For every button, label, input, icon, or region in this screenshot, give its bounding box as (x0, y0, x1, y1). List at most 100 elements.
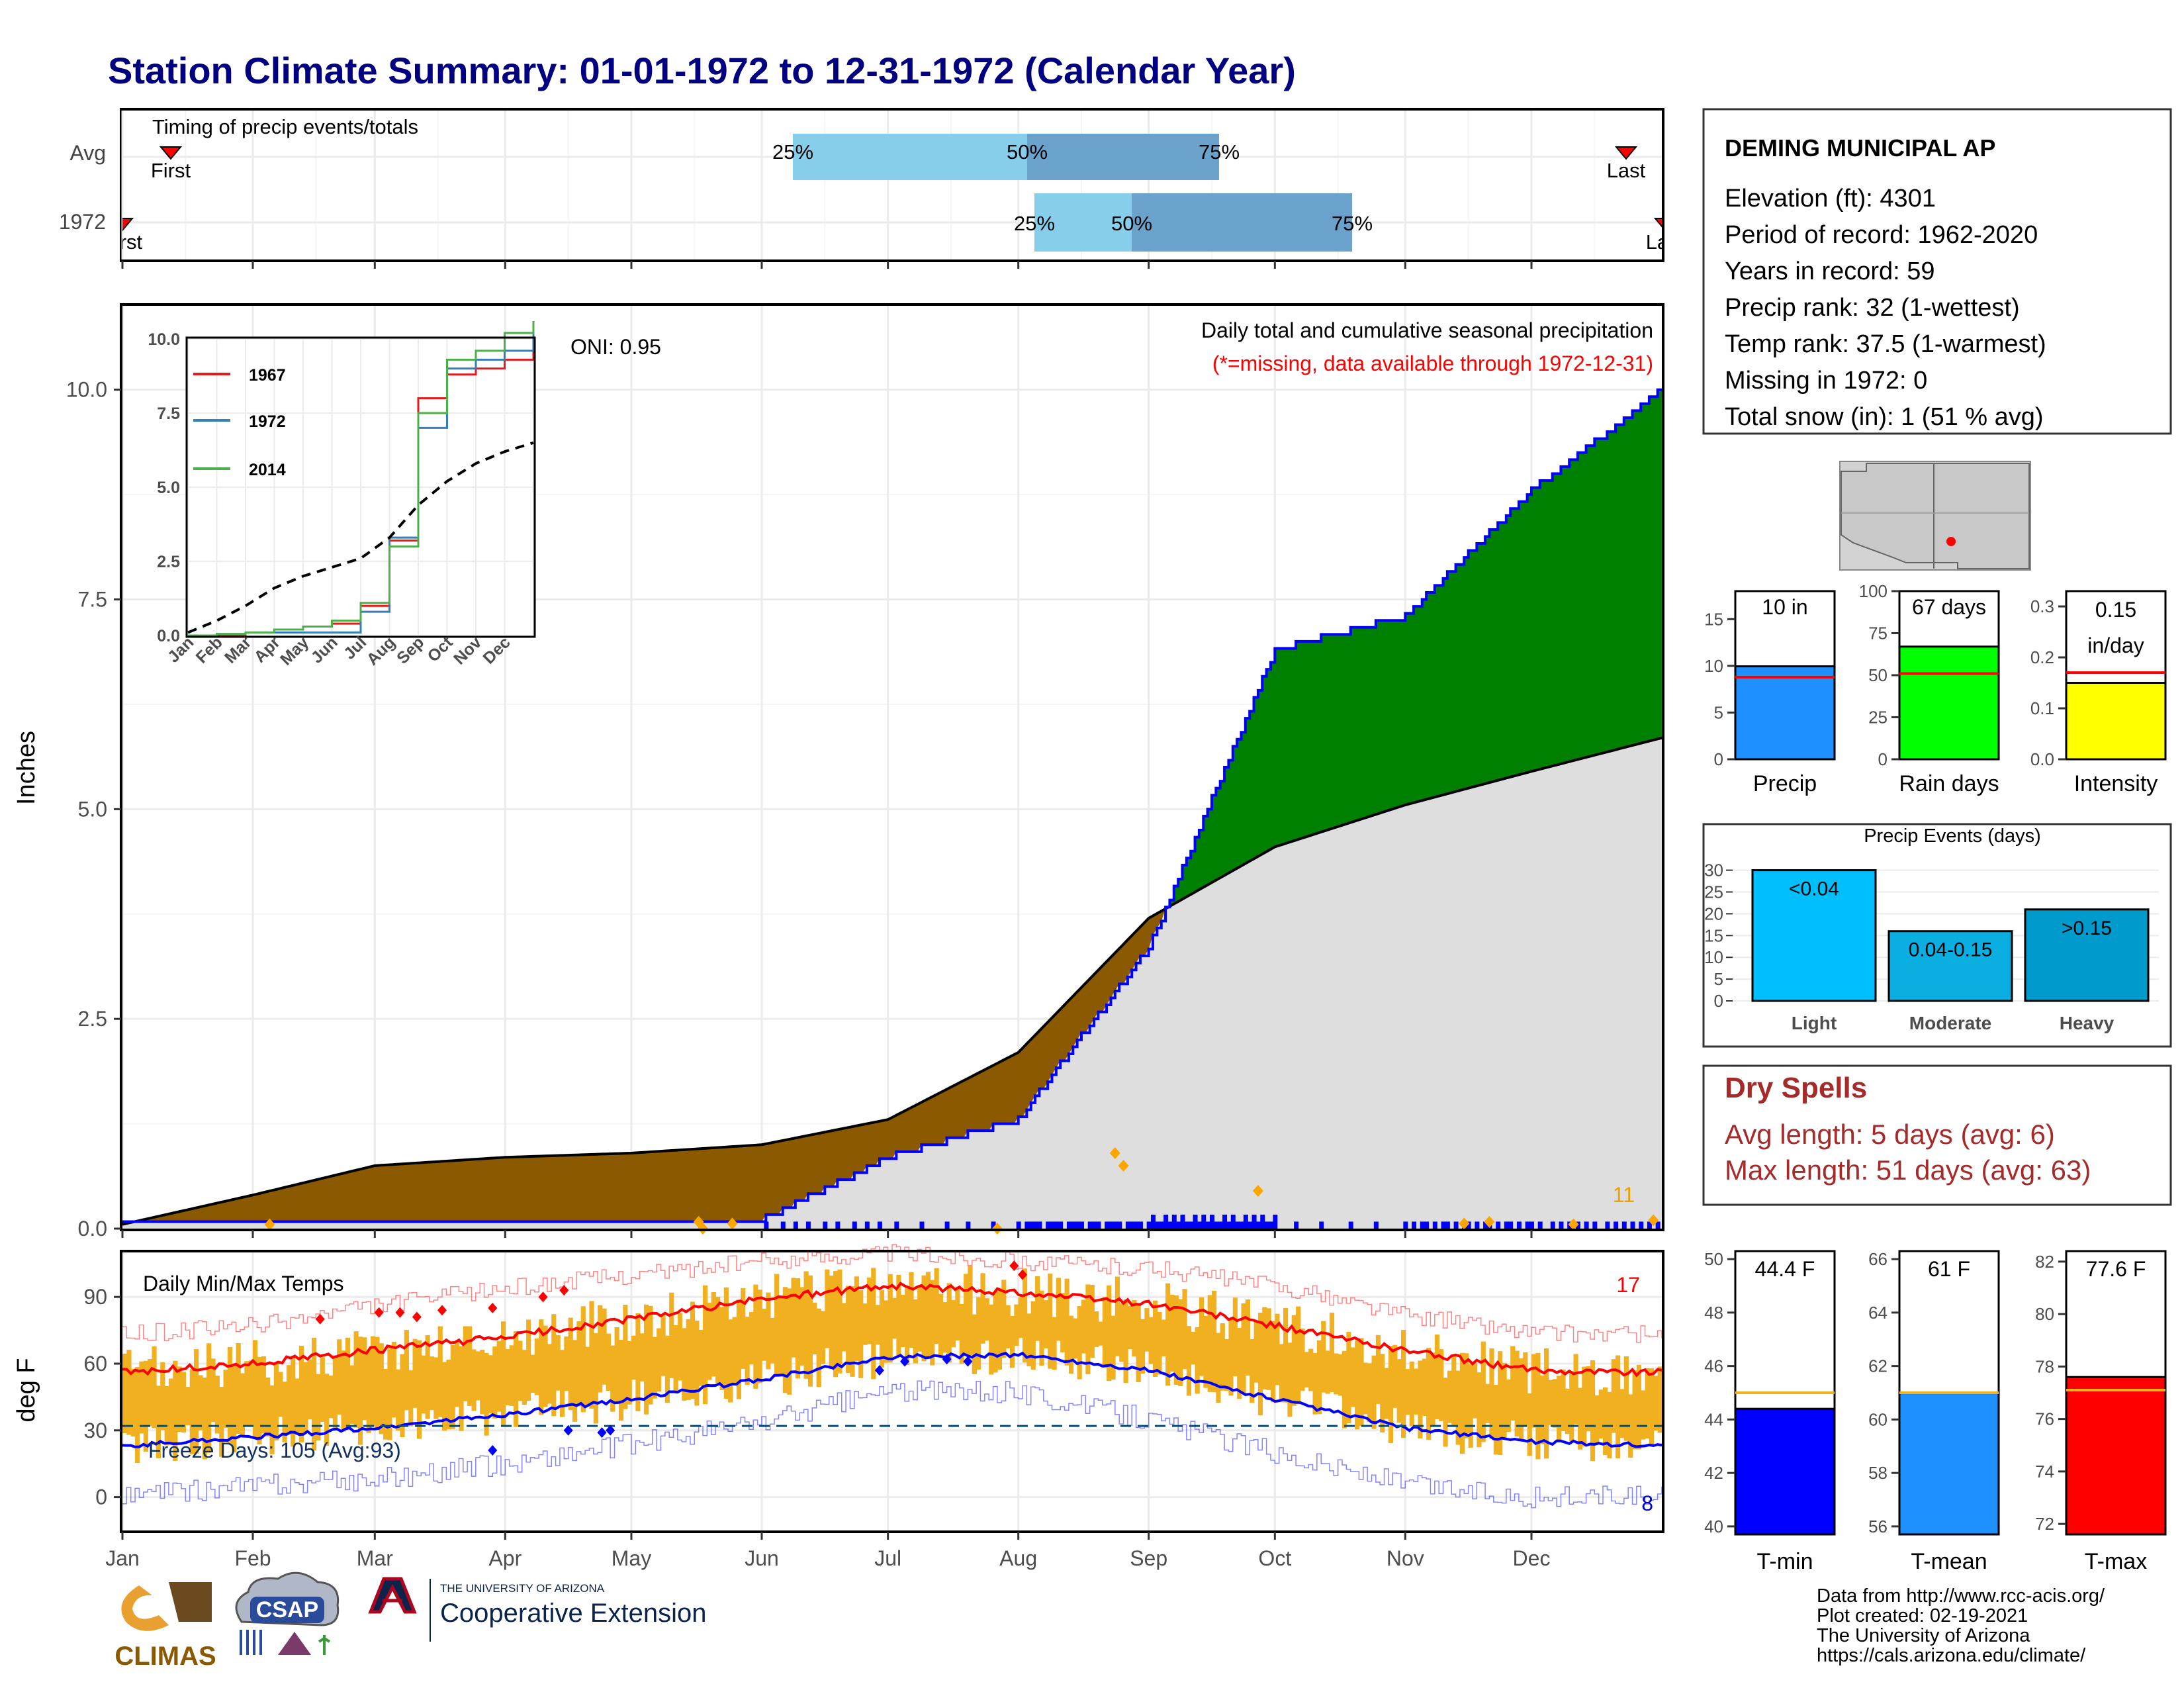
temp-range-bar (148, 1359, 153, 1427)
temp-range-bar (1405, 1369, 1410, 1415)
temp-range-bar (441, 1362, 447, 1431)
avg-first-marker (159, 146, 183, 160)
temp-range-bar (1199, 1297, 1205, 1376)
daily-precip-bar (1092, 1221, 1097, 1229)
avg-50-75-bar (1027, 134, 1219, 180)
dry-spells-max: Max length: 51 days (avg: 63) (1725, 1154, 2091, 1186)
temp-range-bar (1030, 1301, 1036, 1370)
record-precip-marker (1648, 1214, 1659, 1227)
daily-precip-bar (1248, 1221, 1253, 1229)
page-title: Station Climate Summary: 01-01-1972 to 1… (108, 50, 1296, 91)
daily-precip-bar (1453, 1221, 1459, 1229)
temp-range-bar (1119, 1303, 1124, 1362)
temp-range-bar (858, 1290, 864, 1378)
temp-range-bar (1527, 1393, 1532, 1456)
record-temp-marker (963, 1356, 973, 1367)
record-temp-marker (315, 1313, 325, 1325)
month-label: Jan (105, 1546, 140, 1570)
temp-range-bar (1338, 1354, 1343, 1396)
temp-range-bar (1287, 1342, 1293, 1417)
temp-summary-tick-label: 80 (2035, 1304, 2054, 1324)
year-row-label: 1972 (59, 210, 106, 234)
temp-range-bar (1342, 1350, 1347, 1429)
temp-summary-tick-label: 66 (1868, 1249, 1888, 1269)
temp-range-bar (1136, 1305, 1141, 1382)
temp-range-bar (1459, 1352, 1465, 1454)
temp-range-bar (471, 1349, 477, 1411)
temp-range-bar (1039, 1290, 1044, 1366)
daily-precip-bar (780, 1221, 786, 1229)
temp-range-bar (500, 1321, 506, 1427)
temp-range-bar (715, 1296, 721, 1383)
inset-series (187, 321, 535, 637)
temp-range-bar (1430, 1352, 1435, 1427)
temp-range-bar (396, 1369, 401, 1431)
temp-range-bar (1548, 1380, 1553, 1425)
temp-range-bar (1498, 1351, 1503, 1456)
temp-range-bar (1464, 1353, 1469, 1438)
daily-precip-bar (1075, 1221, 1080, 1229)
avg-min-line (122, 1351, 1662, 1448)
climas-logo: CLIMAS (114, 1582, 216, 1671)
precip-tick-label: 0.0 (78, 1217, 107, 1241)
temp-range-bar (198, 1375, 203, 1430)
temp-range-bar (707, 1302, 712, 1380)
events-tick-label: 20 (1704, 904, 1723, 923)
temp-range-bar (1594, 1395, 1600, 1444)
station-box (1702, 108, 2172, 435)
temp-range-bar (480, 1350, 485, 1415)
temp-range-bar (1052, 1317, 1057, 1370)
temp-range-bar (572, 1340, 578, 1422)
temp-range-bar (286, 1365, 292, 1435)
temp-range-bar (1565, 1388, 1570, 1434)
temp-summary-charts: 44.4 F 40 42 44 46 48 50 T-min 61 F 56 58 60 62 64 66 T… (1704, 1249, 2167, 1574)
month-label: Sep (1130, 1546, 1167, 1570)
daily-precip-bar (1496, 1221, 1501, 1229)
temp-range-bar (774, 1274, 780, 1376)
temp-range-bar (925, 1272, 931, 1358)
temp-range-bar (639, 1333, 645, 1382)
temp-range-bar (240, 1373, 246, 1437)
temp-range-bar (1473, 1362, 1478, 1419)
ua-a-icon (368, 1577, 417, 1614)
temp-range-bar (307, 1359, 312, 1420)
temp-range-bar (1173, 1295, 1179, 1385)
temp-range-bar (1094, 1311, 1099, 1347)
events-tick-label: 0 (1714, 991, 1723, 1011)
temp-range-bar (210, 1358, 216, 1423)
temp-range-bar (1178, 1299, 1183, 1386)
events-tick-label: 15 (1704, 925, 1723, 945)
temp-range-bar (1304, 1352, 1309, 1388)
year-cumulative-line (122, 388, 1662, 1223)
temp-range-bar (930, 1280, 935, 1366)
daily-precip-bar (1028, 1221, 1034, 1229)
avg-cumulative-line (122, 736, 1662, 1226)
daily-precip-bar (1508, 1221, 1514, 1229)
legend-1972: 1972 (249, 412, 286, 431)
daily-precip-bar (1130, 1221, 1135, 1229)
temp-range-bar (1350, 1347, 1355, 1407)
inset-chart: 0.02.55.07.510.0JanFebMarAprMayJunJulAug… (148, 321, 536, 669)
month-x-axis: Jan Feb Mar Apr May Jun Jul Aug Sep Oct Nov Dec (105, 261, 1550, 1570)
daily-precip-bar (1537, 1221, 1543, 1229)
daily-precip-bar (1655, 1221, 1661, 1229)
below-avg-area (135, 908, 1166, 1222)
summary-tick-label: 0.0 (2030, 749, 2054, 769)
temp-range-bar (202, 1378, 207, 1460)
station-snow: Total snow (in): 1 (51 % avg) (1725, 403, 2044, 431)
temp-range-bar (559, 1350, 565, 1417)
temp-range-bar (1434, 1335, 1439, 1420)
temp-range-bar (825, 1269, 830, 1348)
record-temp-marker (488, 1303, 498, 1313)
month-label: Apr (488, 1546, 522, 1570)
temp-range-bar (522, 1350, 527, 1405)
temp-range-bar (357, 1336, 363, 1445)
temp-range-bar (618, 1340, 624, 1421)
daily-precip-bar (894, 1221, 899, 1229)
daily-precip-bar (1441, 1221, 1446, 1229)
daily-precip-bar (1134, 1221, 1139, 1229)
daily-precip-bar (1466, 1221, 1471, 1229)
temp-range-bar (1144, 1308, 1150, 1352)
avg-p25-label: 25% (772, 140, 813, 164)
temp-range-bar (1400, 1330, 1406, 1438)
